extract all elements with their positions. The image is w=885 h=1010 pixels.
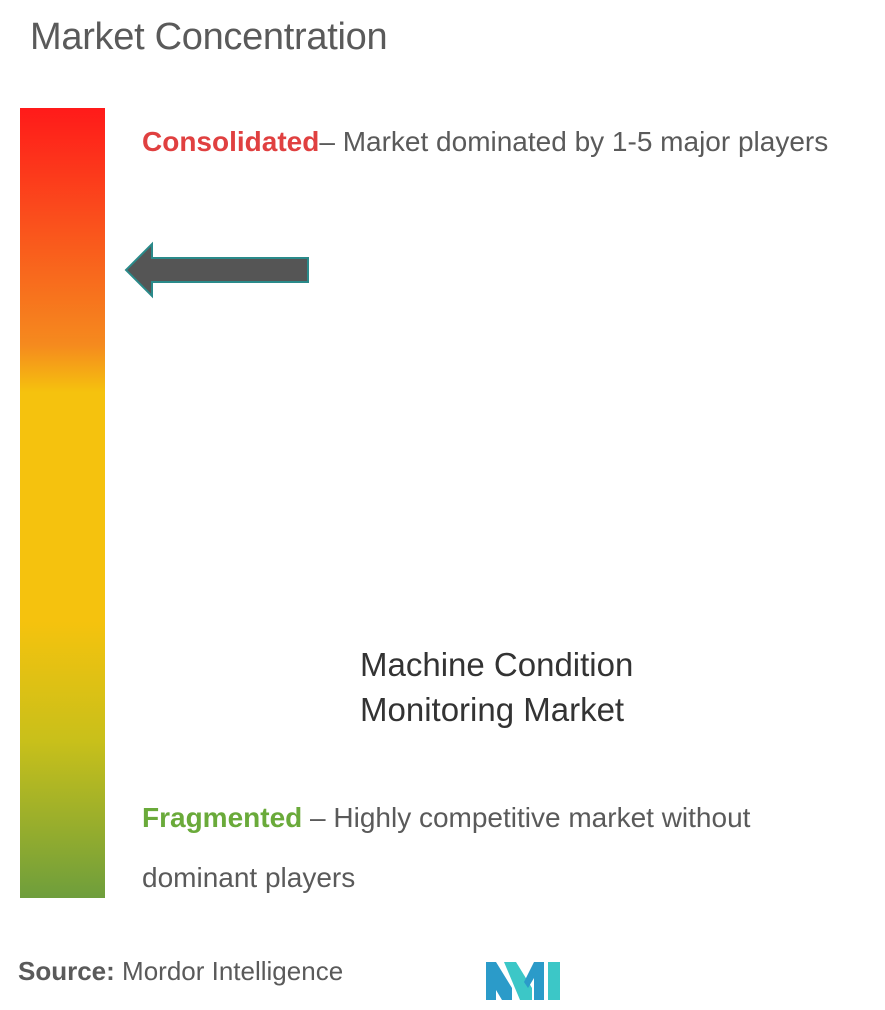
logo-middle-shape [504,962,532,1000]
left-arrow-icon [124,241,309,299]
fragmented-description: Fragmented – Highly competitive market w… [142,788,842,908]
arrow-shape [124,241,309,299]
page-title: Market Concentration [30,16,388,58]
market-name-line2: Monitoring Market [360,691,625,728]
logo-left-shape [486,962,512,1000]
concentration-gradient [20,108,105,898]
consolidated-label: Consolidated [142,126,320,157]
source-credit: Source: Mordor Intelligence [18,956,343,987]
consolidated-description: Consolidated– Market dominated by 1-5 ma… [142,112,842,172]
market-name: Machine Condition Monitoring Market [360,642,780,732]
logo-right-bar [548,962,560,1000]
mordor-intelligence-logo-icon [486,962,560,1000]
concentration-scale-bar [20,108,105,898]
consolidated-text: – Market dominated by 1-5 major players [319,126,829,157]
source-value: Mordor Intelligence [114,956,344,986]
logo-right-shape [524,962,544,1000]
source-label: Source: [18,956,115,986]
fragmented-text: – Highly competitive market without domi… [142,802,751,893]
fragmented-label: Fragmented [142,802,303,833]
market-name-line1: Machine Condition [360,646,634,683]
